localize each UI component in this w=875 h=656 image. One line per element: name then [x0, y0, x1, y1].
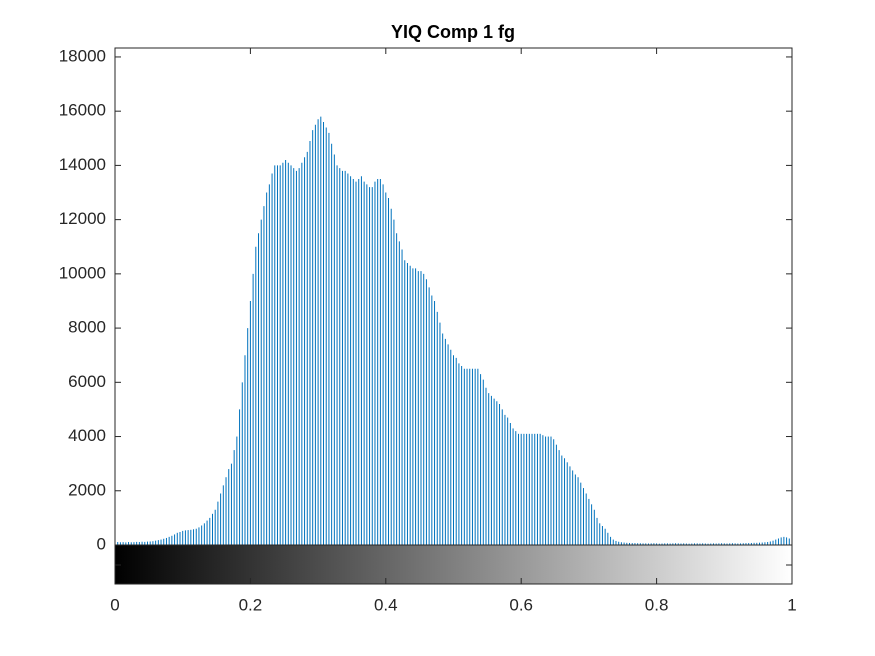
y-tick-label: 12000: [59, 209, 106, 228]
x-tick-label: 1: [787, 595, 796, 614]
x-tick-label: 0.2: [239, 595, 263, 614]
y-tick-label: 18000: [59, 46, 106, 65]
y-tick-label: 14000: [59, 155, 106, 174]
y-tick-label: 10000: [59, 263, 106, 282]
y-tick-label: 2000: [68, 480, 106, 499]
x-tick-label: 0.4: [374, 595, 398, 614]
x-tick-label: 0.8: [645, 595, 669, 614]
y-tick-label: 6000: [68, 372, 106, 391]
stems: [114, 116, 793, 545]
chart-title: YIQ Comp 1 fg: [391, 22, 515, 42]
y-tick-label: 4000: [68, 426, 106, 445]
plot-frame: [114, 47, 793, 546]
x-tick-label: 0.6: [509, 595, 533, 614]
y-tick-label: 16000: [59, 101, 106, 120]
colorbar: [114, 544, 793, 585]
y-tick-label: 0: [97, 534, 106, 553]
y-tick-label: 8000: [68, 318, 106, 337]
x-tick-label: 0: [110, 595, 119, 614]
